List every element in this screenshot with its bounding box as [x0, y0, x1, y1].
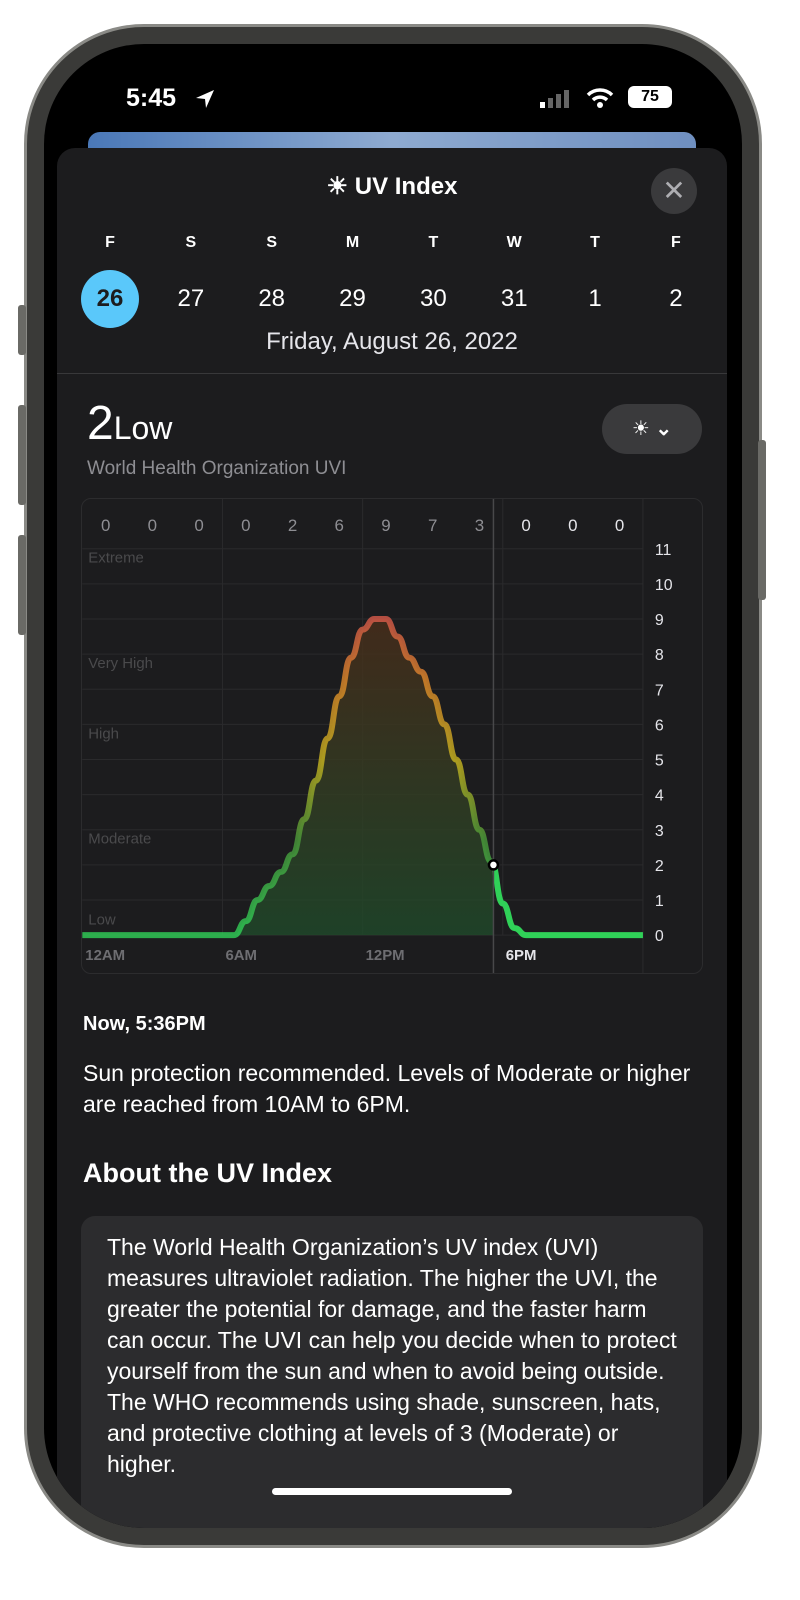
day-26[interactable]: F 26: [81, 234, 139, 328]
weekday-label: S: [266, 234, 278, 251]
x-tick-label: 6AM: [225, 947, 257, 964]
y-tick-label: 2: [655, 858, 664, 875]
divider: [57, 373, 727, 374]
volume-down-button: [18, 535, 26, 635]
sun-icon: ☀: [631, 418, 650, 440]
mute-switch: [18, 305, 26, 355]
y-tick-label: 11: [655, 542, 672, 559]
hourly-max-label: 0: [615, 516, 624, 535]
close-button[interactable]: ✕: [651, 168, 697, 214]
day-28[interactable]: S 28: [243, 234, 301, 328]
about-title: About the UV Index: [83, 1158, 332, 1188]
day-27[interactable]: S 27: [162, 234, 220, 328]
y-tick-label: 0: [655, 928, 664, 945]
weekday-label: F: [671, 234, 681, 251]
y-tick-label: 6: [655, 717, 664, 734]
cellular-signal-icon: [540, 90, 569, 108]
y-tick-label: 4: [655, 788, 664, 805]
weekday-label: F: [105, 234, 115, 251]
x-tick-label: 6PM: [506, 947, 537, 964]
hourly-max-label: 0: [194, 516, 203, 535]
hourly-max-label: 0: [101, 516, 110, 535]
uv-line-past: [82, 616, 494, 939]
selected-date: Friday, August 26, 2022: [266, 328, 518, 355]
sheet-title: ☀ UV Index: [326, 173, 458, 200]
chart-type-picker[interactable]: ☀ ⌄: [602, 404, 702, 454]
home-indicator[interactable]: [272, 1488, 512, 1495]
x-tick-label: 12PM: [366, 947, 405, 964]
wifi-icon: [586, 88, 614, 108]
now-label: Now, 5:36PM: [83, 1013, 206, 1035]
y-tick-label: 3: [655, 823, 664, 840]
hourly-max-label: 2: [288, 516, 297, 535]
day-number[interactable]: 30: [420, 285, 447, 312]
hourly-max-label: 3: [475, 516, 484, 535]
current-uv-label: Low: [113, 410, 173, 446]
sun-icon: ☀: [326, 173, 355, 200]
day-29[interactable]: M 29: [324, 234, 382, 328]
weekday-label: T: [428, 234, 439, 251]
volume-up-button: [18, 405, 26, 505]
uv-category-label: Very High: [88, 655, 153, 672]
battery-indicator: 75: [628, 86, 672, 108]
day-number[interactable]: 31: [500, 285, 528, 312]
day-31[interactable]: W 31: [485, 234, 543, 328]
y-tick-label: 1: [655, 893, 664, 910]
day-number[interactable]: 27: [177, 285, 205, 312]
x-tick-label: 12AM: [85, 947, 125, 964]
hourly-max-label: 0: [148, 516, 157, 535]
status-time: 5:45: [126, 84, 177, 112]
uv-area-fill: [82, 619, 494, 936]
uv-category-label: Low: [88, 912, 116, 929]
uv-category-label: Extreme: [88, 550, 144, 567]
y-tick-label: 5: [655, 753, 664, 770]
power-button: [758, 440, 766, 600]
weekday-label: W: [506, 234, 522, 251]
about-card: The World Health Organization’s UV index…: [81, 1216, 703, 1528]
day-number[interactable]: 29: [339, 285, 366, 312]
weekday-label: S: [185, 234, 197, 251]
uv-index-sheet: ☀ UV Index ✕ F 26 S 27 S 28 M 29 T 30 W 31 T 1 F 2 Frid…: [57, 148, 727, 1528]
hourly-max-label: 0: [521, 516, 530, 535]
location-arrow-icon: [196, 90, 214, 108]
day-number[interactable]: 1: [588, 285, 602, 312]
hourly-max-label: 6: [335, 516, 344, 535]
weekday-label: T: [590, 234, 600, 251]
day-number[interactable]: 28: [258, 285, 286, 312]
weekday-label: M: [345, 234, 360, 251]
hourly-max-label: 0: [568, 516, 577, 535]
now-marker: [487, 859, 500, 871]
hourly-max-label: 9: [381, 516, 390, 535]
protection-message: Sun protection recommended. Levels of Mo…: [83, 1060, 691, 1117]
day-30[interactable]: T 30: [404, 234, 462, 328]
hourly-max-label: 0: [241, 516, 250, 535]
y-tick-label: 9: [655, 612, 664, 629]
y-tick-label: 10: [655, 577, 673, 594]
status-bar: 5:45 75: [44, 84, 742, 114]
y-tick-label: 8: [655, 647, 664, 664]
day-selector: F 26 S 27 S 28 M 29 T 30 W 31 T 1 F 2: [81, 234, 705, 328]
y-tick-label: 7: [655, 682, 664, 699]
uv-category-label: Moderate: [88, 831, 151, 848]
uv-source: World Health Organization UVI: [87, 458, 347, 479]
uv-category-label: High: [88, 725, 119, 742]
day-number[interactable]: 2: [669, 285, 683, 312]
current-uv: 2Low: [87, 397, 173, 450]
day-number[interactable]: 26: [81, 270, 139, 328]
screen: 5:45 75 ☀ UV Index ✕ F 26 S 27 S 28 M 29 T 30 W 31 T…: [44, 44, 742, 1528]
chevron-down-icon: ⌄: [655, 418, 673, 440]
hourly-max-label: 7: [428, 516, 437, 535]
